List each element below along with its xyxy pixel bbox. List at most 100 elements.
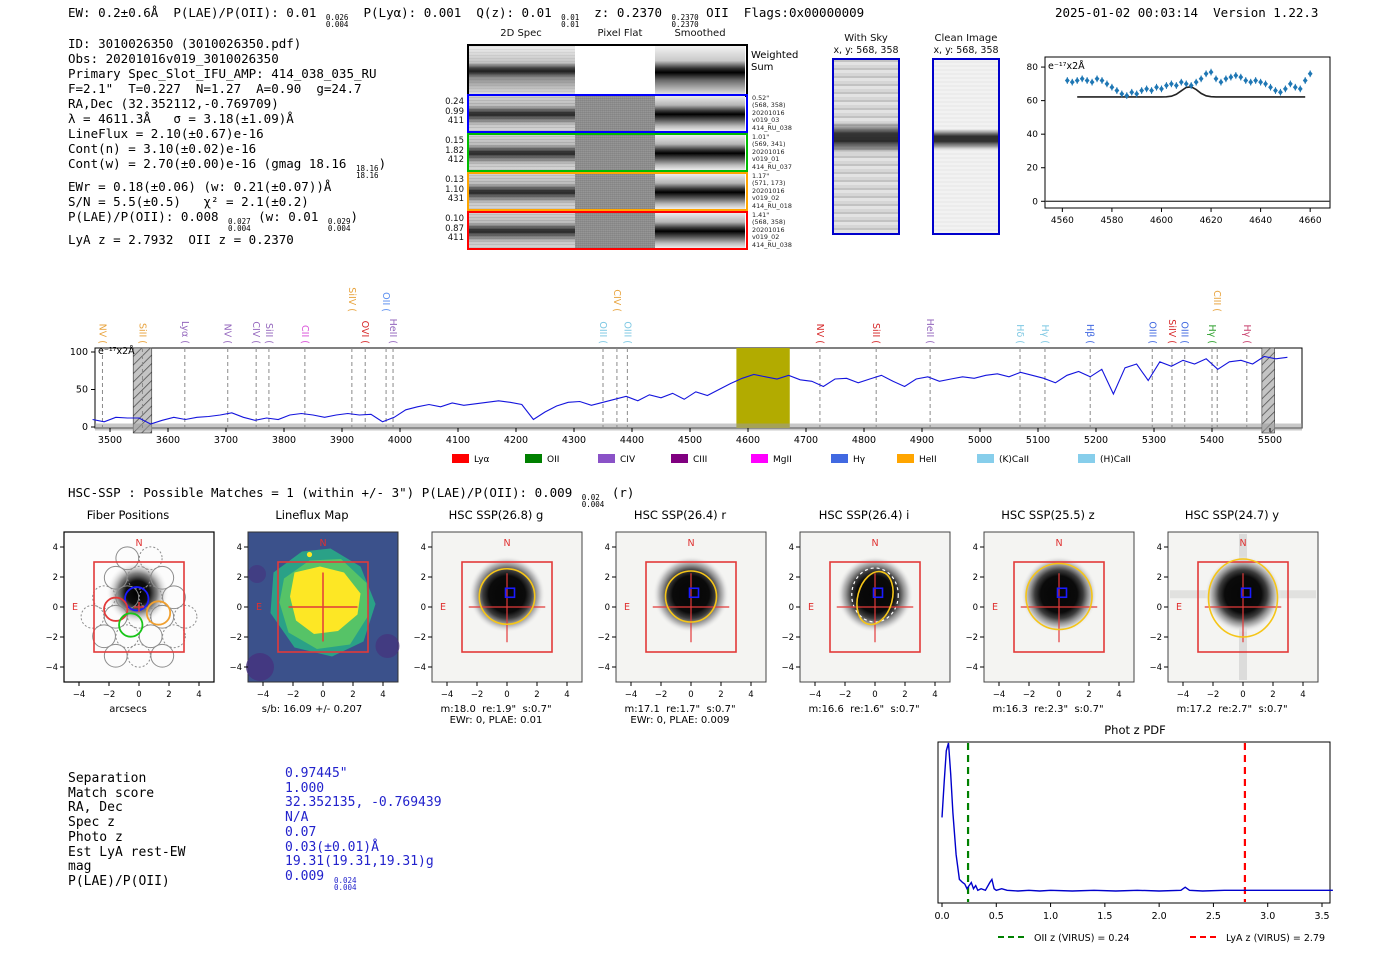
tick-label: 4 — [1157, 543, 1162, 553]
fiber-circle — [115, 624, 140, 649]
tick-label: 2 — [973, 573, 978, 583]
cutout-title: HSC SSP(26.4) i — [818, 508, 910, 522]
tick-label: 4 — [564, 690, 569, 700]
tick-label: −4 — [809, 690, 822, 700]
info-line: S/N = 5.5(±0.5) χ² = 2.1(±0.2) — [68, 194, 309, 209]
tick-label: 4 — [380, 690, 385, 700]
spec2d-image — [469, 96, 575, 131]
cutout-svg: N E −4 −4 −2 −2 0 0 2 2 4 4 — [413, 531, 583, 700]
extraction-box — [1197, 561, 1289, 653]
legend-label: OII — [547, 455, 559, 465]
flux-units-annotation: e⁻¹⁷x2Å — [1048, 60, 1085, 72]
legend-label: (K)CaII — [999, 455, 1029, 465]
match-field-label: RA, Dec — [68, 800, 123, 816]
emission-line-label: OIII ( — [597, 321, 608, 344]
legend-item: Hγ — [831, 454, 866, 465]
fiber-circle — [150, 565, 175, 590]
info-line: λ = 4611.3Å σ = 3.18(±1.09)Å — [68, 111, 294, 126]
fiber-circle — [150, 604, 175, 629]
tick-label: 4500 — [678, 435, 702, 446]
tick-label: 4 — [421, 543, 426, 553]
spec2d-row — [467, 94, 748, 133]
catalog-position-box — [688, 587, 700, 599]
info-line: Cont(w) = 2.70(±0.00)e-16 (gmag 18.16 18… — [68, 156, 387, 180]
tick-label: −4 — [625, 690, 638, 700]
catalog-position-box — [872, 587, 884, 599]
tick-label: 2 — [534, 690, 539, 700]
tick-label: 0 — [1032, 197, 1038, 207]
data-point — [1159, 85, 1164, 92]
smoothed-image — [655, 96, 745, 131]
tick-label: −4 — [45, 663, 58, 673]
tick-label: −2 — [45, 633, 58, 643]
tick-label: −2 — [839, 690, 852, 700]
tick-label: 2 — [53, 573, 58, 583]
tick-label: 1.5 — [1097, 911, 1112, 922]
cutout-caption: m:17.1 re:1.7" s:0.7" — [624, 704, 736, 715]
tick-label: 5300 — [1142, 435, 1166, 446]
data-point — [1154, 84, 1159, 91]
pdf-curve — [941, 742, 1333, 892]
legend-item: OII z (VIRUS) = 0.24 — [998, 933, 1130, 944]
tick-label: 4100 — [446, 435, 470, 446]
legend-label: HeII — [919, 455, 937, 465]
fiber-circle — [138, 624, 163, 649]
tick-label: 2 — [1157, 573, 1162, 583]
emission-line-label: Hγ ( — [1039, 325, 1050, 345]
tick-label: 3900 — [330, 435, 354, 446]
tick-label: 0 — [789, 603, 794, 613]
legend-item: (H)CaII — [1078, 454, 1131, 465]
match-field-label: Separation — [68, 771, 147, 786]
tick-label: 80 — [1027, 63, 1039, 73]
extraction-box — [1013, 561, 1105, 653]
east-label: E — [808, 602, 814, 613]
tick-label: −4 — [781, 663, 794, 673]
match-field-value: 1.000 — [285, 780, 325, 796]
tick-label: 3800 — [272, 435, 296, 446]
data-point — [1278, 89, 1283, 96]
emission-line-label: OVI ( — [359, 321, 370, 344]
version-label: Version 1.22.3 — [1213, 5, 1319, 20]
tick-label: 4560 — [1051, 216, 1074, 226]
tick-label: 0 — [237, 603, 242, 613]
spec2d-panel: 2D Spec Pixel Flat Smoothed Weighted Sum… — [445, 28, 805, 256]
pixel-flat-image — [575, 174, 655, 209]
spec2d-image — [469, 213, 575, 248]
spec2d-image — [469, 174, 575, 209]
tick-label: 0 — [872, 690, 877, 700]
fiber-circle — [103, 643, 128, 668]
legend-item: (K)CaII — [977, 454, 1029, 465]
match-field-label: Spec z — [68, 815, 115, 831]
spec2d-image — [469, 135, 575, 170]
cutout-lineflux: Lineflux Map N E −4 −4 −2 −2 0 0 — [214, 508, 410, 715]
sup-sub-value: 0.027 0.004 — [228, 217, 251, 233]
tick-label: 2 — [1270, 690, 1275, 700]
info-line: Primary Spec_Slot_IFU_AMP: 414_038_035_R… — [68, 66, 377, 81]
emission-line-label: NV ( — [96, 324, 107, 344]
legend-item: OII — [525, 454, 559, 465]
east-label: E — [72, 602, 78, 613]
tick-label: 40 — [1027, 130, 1039, 140]
aperture-ellipse — [1025, 562, 1093, 631]
selected-fiber-circle — [124, 586, 150, 612]
east-label: E — [624, 602, 630, 613]
legend-item: CIII — [671, 454, 707, 465]
legend-label: Hγ — [853, 455, 866, 465]
aperture-ellipse — [1207, 558, 1279, 638]
tick-label: 5500 — [1258, 435, 1282, 446]
info-line: LineFlux = 2.10(±0.67)e-16 — [68, 126, 264, 141]
emission-line-label: CII ( — [299, 325, 310, 344]
weighted-sum-label: Weighted Sum — [751, 50, 799, 73]
tick-label: 0 — [421, 603, 426, 613]
spec2d-col-header-2: Smoothed — [674, 28, 726, 39]
extraction-box — [93, 561, 185, 653]
extraction-box — [277, 561, 369, 653]
tick-label: −2 — [655, 690, 668, 700]
phot-z-pdf-plot: Phot z PDF 0.0 0.5 1.0 1.5 2.0 2.5 3.0 3… — [930, 722, 1350, 953]
tick-label: 4000 — [388, 435, 412, 446]
cutout-caption: EWr: 0, PLAE: 0.01 — [449, 715, 543, 726]
tick-label: −4 — [993, 690, 1006, 700]
cutout-y: HSC SSP(24.7) y N E −4 −4 −2 −2 0 — [1134, 508, 1330, 715]
tick-label: 4660 — [1299, 216, 1322, 226]
spec2d-row-meta: 1.41" (568, 358) 20201016 v019_02 414_RU_038 — [752, 211, 792, 249]
